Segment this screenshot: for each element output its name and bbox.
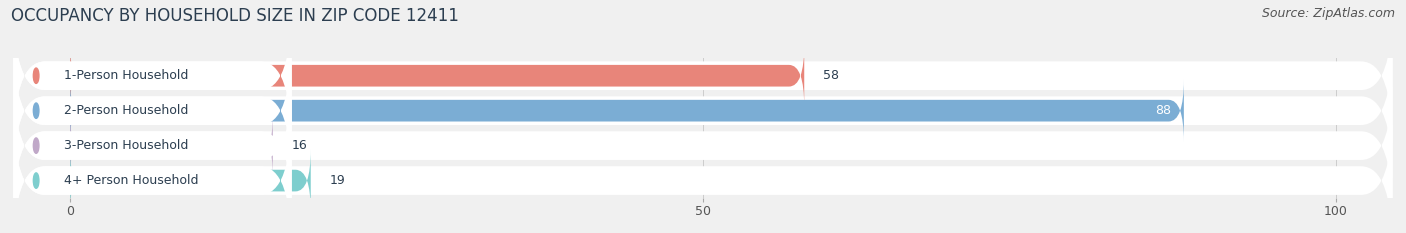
FancyBboxPatch shape — [14, 38, 1392, 184]
FancyBboxPatch shape — [14, 38, 292, 184]
Text: 19: 19 — [329, 174, 346, 187]
FancyBboxPatch shape — [14, 3, 1392, 149]
FancyBboxPatch shape — [70, 80, 1184, 142]
Circle shape — [34, 103, 39, 118]
Text: OCCUPANCY BY HOUSEHOLD SIZE IN ZIP CODE 12411: OCCUPANCY BY HOUSEHOLD SIZE IN ZIP CODE … — [11, 7, 460, 25]
FancyBboxPatch shape — [70, 114, 273, 177]
Circle shape — [34, 173, 39, 188]
Text: 3-Person Household: 3-Person Household — [65, 139, 188, 152]
FancyBboxPatch shape — [14, 107, 292, 233]
FancyBboxPatch shape — [14, 73, 292, 219]
Text: 58: 58 — [824, 69, 839, 82]
Text: 88: 88 — [1156, 104, 1171, 117]
Text: 4+ Person Household: 4+ Person Household — [65, 174, 198, 187]
Text: 16: 16 — [292, 139, 308, 152]
Circle shape — [34, 138, 39, 153]
FancyBboxPatch shape — [70, 150, 311, 212]
Circle shape — [34, 68, 39, 83]
FancyBboxPatch shape — [14, 107, 1392, 233]
FancyBboxPatch shape — [70, 45, 804, 107]
Text: 1-Person Household: 1-Person Household — [65, 69, 188, 82]
Text: Source: ZipAtlas.com: Source: ZipAtlas.com — [1261, 7, 1395, 20]
FancyBboxPatch shape — [14, 73, 1392, 219]
FancyBboxPatch shape — [14, 3, 292, 149]
Text: 2-Person Household: 2-Person Household — [65, 104, 188, 117]
